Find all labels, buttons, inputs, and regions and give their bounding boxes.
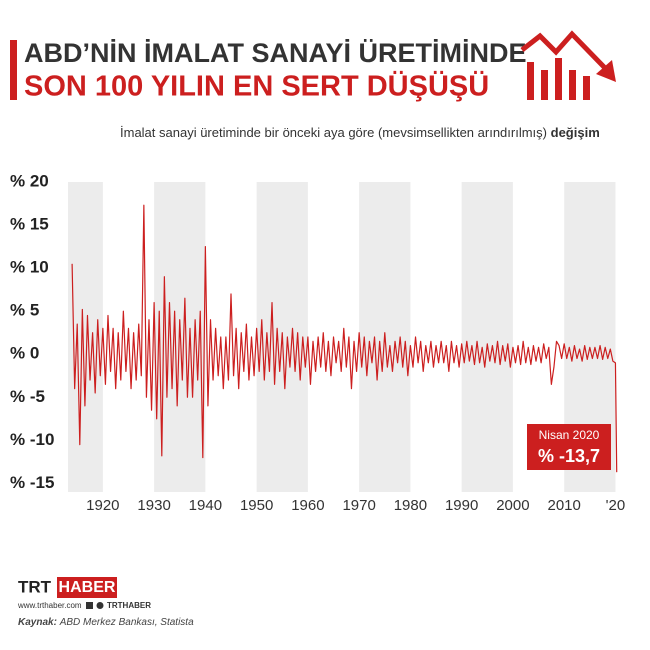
social-icon [86,602,93,609]
source: Kaynak: ABD Merkez Bankası, Statista [18,617,194,628]
annotation-value: % -13,7 [538,446,600,466]
x-tick-label: 1990 [445,497,478,514]
x-tick-label: 1930 [137,497,170,514]
y-tick-label: % 0 [10,344,39,363]
x-tick-label: 2000 [496,497,529,514]
y-tick-label: % -15 [10,473,54,492]
y-tick-label: % 5 [10,301,39,320]
web: www.trthaber.com [17,601,82,610]
subtitle: İmalat sanayi üretiminde bir önceki aya … [120,125,600,140]
title-line2: SON 100 YILIN EN SERT DÜŞÜŞÜ [24,70,489,103]
y-tick-label: % 10 [10,258,49,277]
source-text: ABD Merkez Bankası, Statista [59,617,194,628]
x-tick-label: 2010 [547,497,580,514]
decade-band [461,182,513,492]
title-line1: ABD’NİN İMALAT SANAYİ ÜRETİMİNDE [24,38,527,68]
source-label: Kaynak: [18,617,57,628]
logo-left: TRT [18,577,52,596]
social: TRTHABER [107,601,151,610]
subtitle-text: İmalat sanayi üretiminde bir önceki aya … [120,125,547,140]
y-tick-label: % 15 [10,215,49,234]
x-tick-label: 1940 [189,497,222,514]
subtitle-bold: değişim [551,125,600,140]
plot: % 20 % 15 % 10 % 5 % 0 % -5 % -10 % -15 1920 1930… [10,171,625,513]
logo-right: HABER [59,579,116,596]
x-tick-label: 1920 [86,497,119,514]
social-icon [96,602,104,609]
annotation-box [527,424,611,470]
title-bar [10,40,17,100]
y-tick-label: % -10 [10,430,54,449]
x-tick-label: '20 [606,497,626,514]
y-tick-label: % 20 [10,171,49,190]
logo-box [57,577,117,598]
x-tick-label: 1980 [394,497,427,514]
x-tick-label: 1960 [291,497,324,514]
x-tick-label: 1970 [342,497,375,514]
line [71,204,618,473]
annotation-text: Nisan 2020 [539,428,600,442]
y-tick-label: % -5 [10,387,45,406]
x-tick-label: 1950 [240,497,273,514]
title-icon [520,30,616,100]
